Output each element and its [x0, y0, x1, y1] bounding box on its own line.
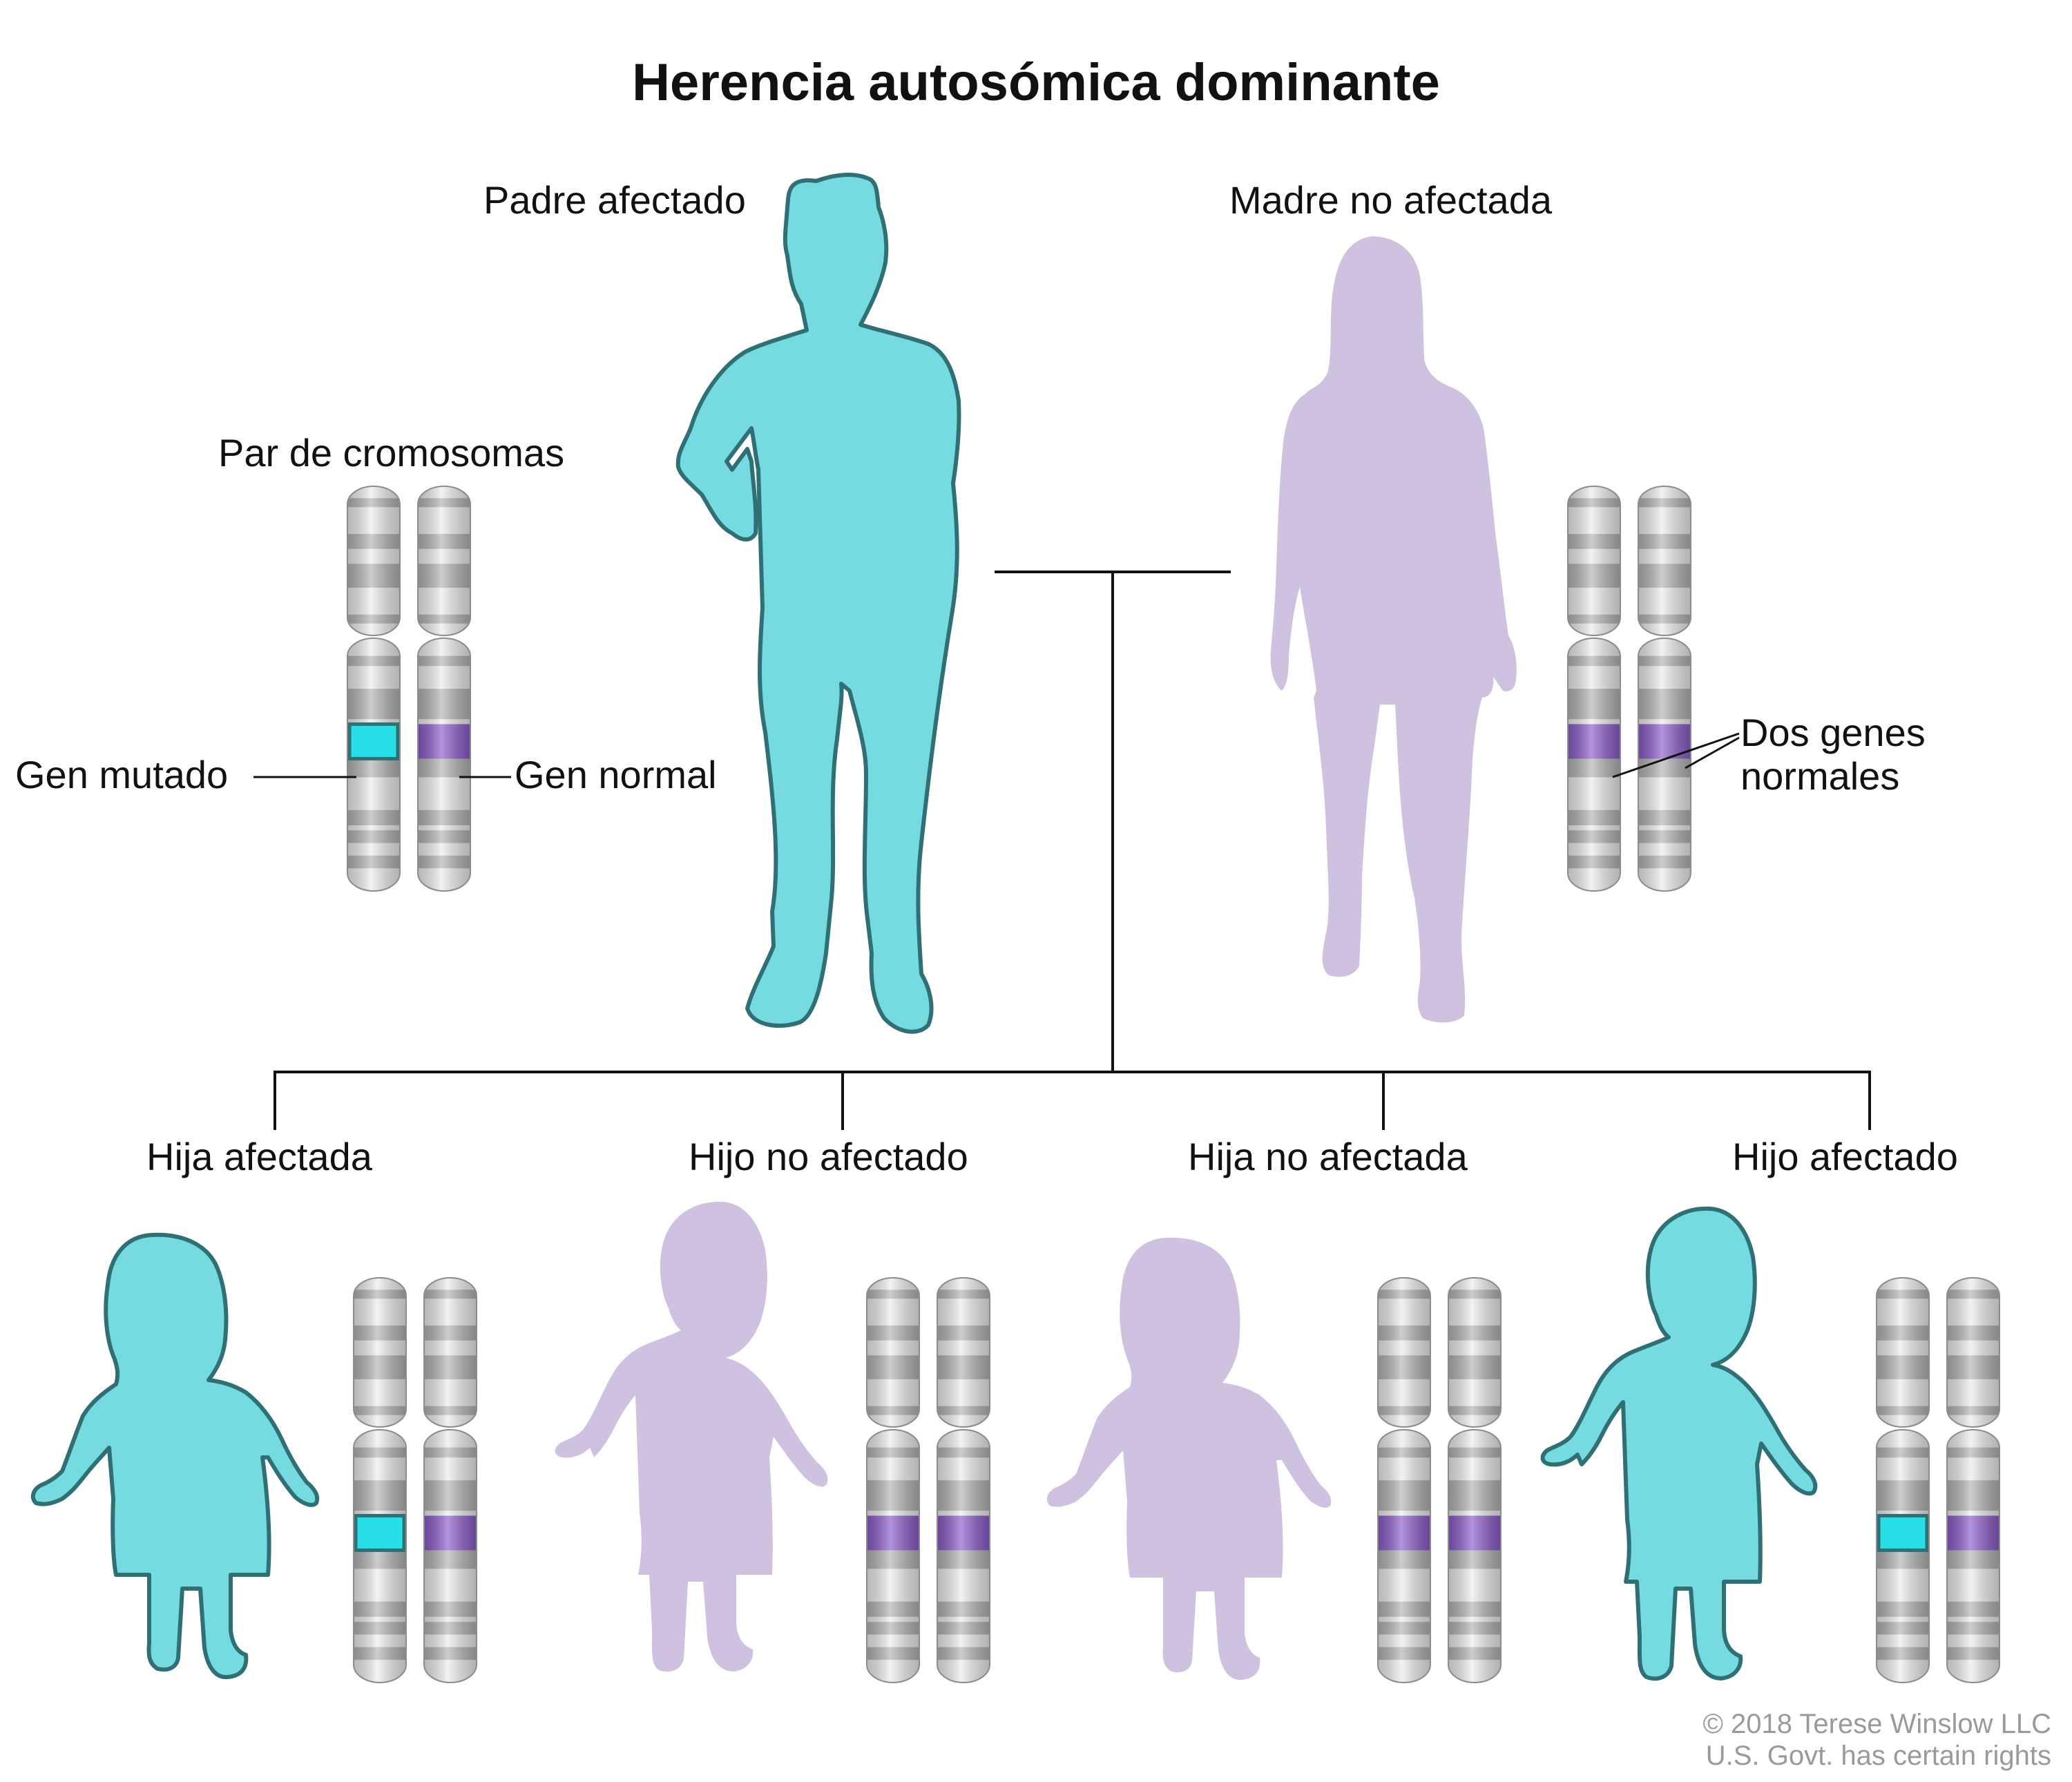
two-normal-genes-label-line1: Dos genes — [1740, 711, 1926, 754]
child-label-2: Hijo no afectado — [689, 1135, 968, 1178]
mutated-gene-label: Gen mutado — [15, 753, 229, 796]
child-4-chromosome-pair-right — [1946, 1277, 2000, 1683]
rights-line: U.S. Govt. has certain rights — [1705, 1741, 2051, 1771]
chromosome-pair-label: Par de cromosomas — [218, 431, 565, 475]
mutated-gene-band — [1877, 1513, 1929, 1552]
father-label: Padre afectado — [483, 178, 746, 222]
child-4-chromosome-pair-left — [1876, 1277, 1930, 1683]
child-label-1: Hija afectada — [146, 1135, 372, 1178]
mutated-gene-band — [354, 1513, 406, 1552]
father-chromosome-pair-left — [347, 486, 401, 892]
mother-chromosome-pair-right — [1638, 486, 1691, 892]
child-3-silhouette — [1046, 1237, 1332, 1680]
mutated-gene-band — [347, 722, 400, 760]
child-2-chromosome-pair-left — [866, 1277, 920, 1683]
child-3-chromosome-pair-right — [1448, 1277, 1502, 1683]
child-2-silhouette — [555, 1201, 828, 1672]
child-1-chromosome-pair-left — [353, 1277, 407, 1683]
child-1-silhouette — [30, 1232, 320, 1680]
mother-label: Madre no afectada — [1229, 178, 1552, 222]
normal-gene-label: Gen normal — [515, 753, 717, 796]
copyright-line: © 2018 Terese Winslow LLC — [1702, 1709, 2051, 1739]
child-1-chromosome-pair-right — [423, 1277, 477, 1683]
child-4-silhouette — [1540, 1206, 1818, 1681]
pedigree-lines — [274, 571, 1871, 1130]
two-normal-genes-leaders — [1612, 732, 1740, 778]
father-chromosome-pair-right — [417, 486, 471, 892]
diagram-title: Herencia autosómica dominante — [632, 53, 1440, 112]
mother-chromosome-pair-left — [1567, 486, 1621, 892]
child-label-4: Hijo afectado — [1732, 1135, 1958, 1178]
mother-silhouette — [1270, 236, 1517, 1023]
child-3-chromosome-pair-left — [1377, 1277, 1431, 1683]
child-2-chromosome-pair-right — [937, 1277, 990, 1683]
father-silhouette — [675, 173, 961, 1034]
child-label-3: Hija no afectada — [1188, 1135, 1468, 1178]
two-normal-genes-label-line2: normales — [1740, 754, 1900, 798]
